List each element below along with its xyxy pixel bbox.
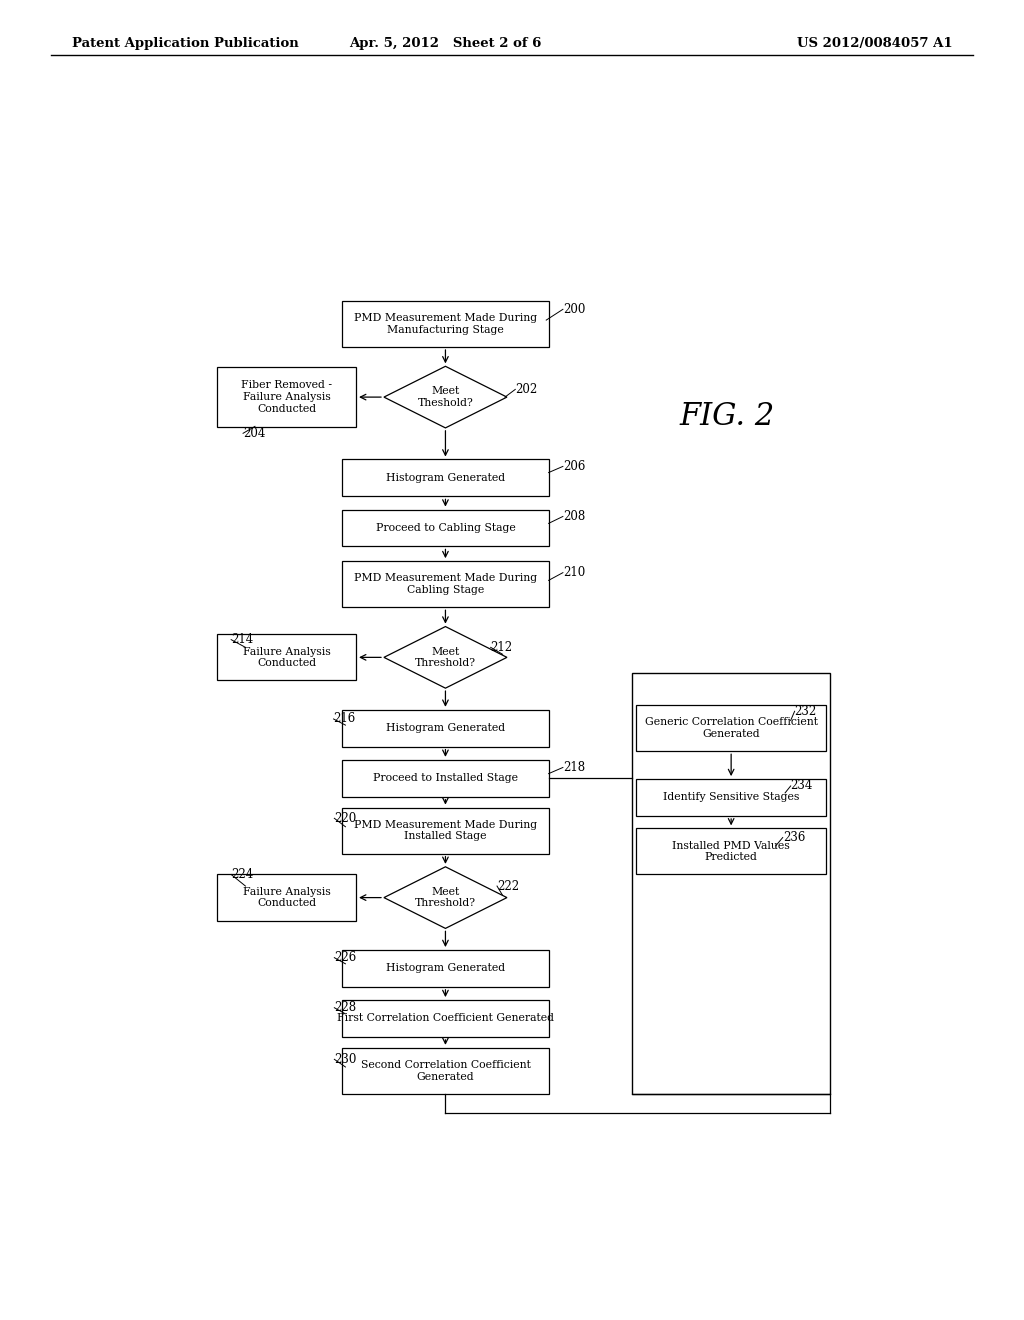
FancyBboxPatch shape	[636, 705, 826, 751]
Text: US 2012/0084057 A1: US 2012/0084057 A1	[797, 37, 952, 50]
FancyBboxPatch shape	[217, 367, 356, 428]
Text: 200: 200	[563, 302, 586, 315]
FancyBboxPatch shape	[342, 950, 549, 987]
Text: Histogram Generated: Histogram Generated	[386, 964, 505, 973]
Text: 228: 228	[334, 1001, 356, 1014]
FancyBboxPatch shape	[217, 635, 356, 681]
FancyBboxPatch shape	[342, 510, 549, 546]
Text: Meet
Threshold?: Meet Threshold?	[415, 647, 476, 668]
Text: Patent Application Publication: Patent Application Publication	[72, 37, 298, 50]
Bar	[632, 673, 830, 1094]
Text: 212: 212	[490, 640, 513, 653]
FancyBboxPatch shape	[342, 808, 549, 854]
Polygon shape	[384, 627, 507, 688]
Text: 202: 202	[515, 383, 538, 396]
Text: 230: 230	[334, 1053, 356, 1065]
Text: Second Correlation Coefficient
Generated: Second Correlation Coefficient Generated	[360, 1060, 530, 1081]
Text: PMD Measurement Made During
Installed Stage: PMD Measurement Made During Installed St…	[354, 820, 537, 841]
Text: Histogram Generated: Histogram Generated	[386, 723, 505, 733]
Text: PMD Measurement Made During
Manufacturing Stage: PMD Measurement Made During Manufacturin…	[354, 313, 537, 335]
Text: 226: 226	[334, 952, 356, 964]
FancyBboxPatch shape	[636, 829, 826, 874]
Polygon shape	[384, 367, 507, 428]
Text: 214: 214	[231, 634, 253, 647]
Text: First Correlation Coefficient Generated: First Correlation Coefficient Generated	[337, 1014, 554, 1023]
Text: 222: 222	[497, 879, 519, 892]
Text: Identify Sensitive Stages: Identify Sensitive Stages	[663, 792, 800, 803]
Text: 204: 204	[243, 426, 265, 440]
FancyBboxPatch shape	[342, 301, 549, 347]
Text: 232: 232	[795, 705, 817, 718]
Text: Proceed to Cabling Stage: Proceed to Cabling Stage	[376, 523, 515, 533]
FancyBboxPatch shape	[342, 459, 549, 496]
Text: 208: 208	[563, 510, 585, 523]
Text: 236: 236	[782, 832, 805, 843]
FancyBboxPatch shape	[342, 561, 549, 607]
Text: Apr. 5, 2012   Sheet 2 of 6: Apr. 5, 2012 Sheet 2 of 6	[349, 37, 542, 50]
Text: Installed PMD Values
Predicted: Installed PMD Values Predicted	[673, 841, 790, 862]
Text: 224: 224	[231, 869, 253, 880]
Text: 218: 218	[563, 760, 585, 774]
FancyBboxPatch shape	[342, 760, 549, 797]
Text: Histogram Generated: Histogram Generated	[386, 473, 505, 483]
Text: Fiber Removed -
Failure Analysis
Conducted: Fiber Removed - Failure Analysis Conduct…	[242, 380, 332, 413]
Text: 210: 210	[563, 566, 585, 579]
FancyBboxPatch shape	[636, 779, 826, 816]
Text: Generic Correlation Coefficient
Generated: Generic Correlation Coefficient Generate…	[645, 717, 817, 739]
Text: 206: 206	[563, 459, 586, 473]
FancyBboxPatch shape	[342, 1048, 549, 1094]
Text: Failure Analysis
Conducted: Failure Analysis Conducted	[243, 887, 331, 908]
Text: 220: 220	[334, 812, 356, 825]
Text: 216: 216	[334, 713, 355, 726]
Text: 234: 234	[791, 779, 813, 792]
FancyBboxPatch shape	[342, 1001, 549, 1038]
Text: Meet
Threshold?: Meet Threshold?	[415, 887, 476, 908]
Text: Meet
Theshold?: Meet Theshold?	[418, 387, 473, 408]
Text: Proceed to Installed Stage: Proceed to Installed Stage	[373, 774, 518, 783]
Text: Failure Analysis
Conducted: Failure Analysis Conducted	[243, 647, 331, 668]
Text: PMD Measurement Made During
Cabling Stage: PMD Measurement Made During Cabling Stag…	[354, 573, 537, 595]
FancyBboxPatch shape	[217, 874, 356, 921]
Polygon shape	[384, 867, 507, 928]
Text: FIG. 2: FIG. 2	[680, 401, 775, 432]
FancyBboxPatch shape	[342, 710, 549, 747]
